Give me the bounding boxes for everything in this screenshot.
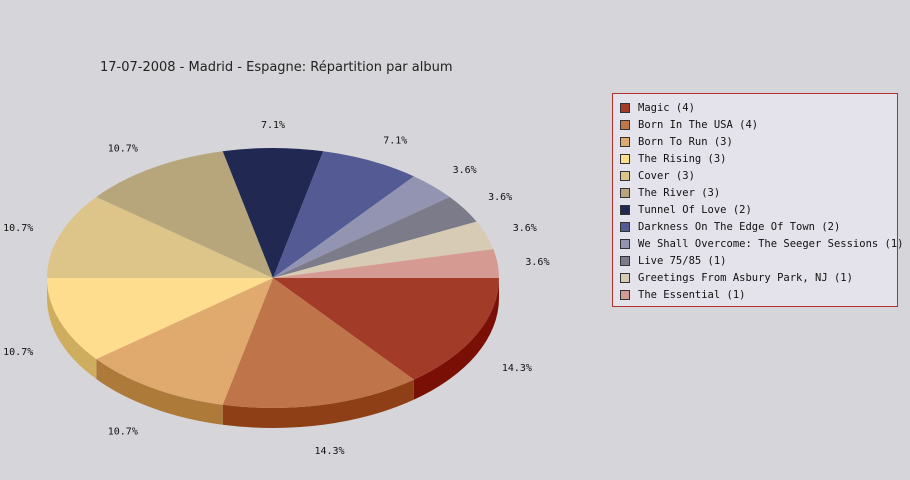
pie-sides <box>47 278 499 428</box>
pie-slice-side <box>96 359 223 425</box>
pie-slices <box>47 148 499 408</box>
slice-percent-label: 14.3% <box>502 363 532 374</box>
pie-slice <box>273 176 450 278</box>
pie-slice <box>273 151 414 278</box>
legend-label: Live 75/85 (1) <box>638 254 727 267</box>
slice-percent-label: 3.6% <box>488 192 512 203</box>
legend-item: Cover (3) <box>620 167 897 184</box>
pie-slice <box>222 148 324 278</box>
legend-label: We Shall Overcome: The Seeger Sessions (… <box>638 237 904 250</box>
legend-swatch <box>620 153 630 164</box>
slice-percent-label: 10.7% <box>108 144 138 155</box>
legend-swatch <box>620 136 630 147</box>
legend-label: Cover (3) <box>638 169 695 182</box>
pie-slice <box>273 196 477 278</box>
legend-swatch <box>620 187 630 198</box>
slice-percent-label: 10.7% <box>3 223 33 234</box>
pie-slice <box>47 278 273 360</box>
legend-label: The River (3) <box>638 186 721 199</box>
legend-item: Magic (4) <box>620 99 897 116</box>
slice-percent-label: 10.7% <box>3 347 33 358</box>
slice-percent-label: 3.6% <box>513 223 537 234</box>
chart-title: 17-07-2008 - Madrid - Espagne: Répartiti… <box>100 60 453 75</box>
legend-item: Live 75/85 (1) <box>620 252 897 269</box>
legend-swatch <box>620 170 630 181</box>
pie-slice-side <box>413 278 499 400</box>
legend-item: We Shall Overcome: The Seeger Sessions (… <box>620 235 904 252</box>
slice-percent-label: 7.1% <box>261 120 285 131</box>
pie-slice <box>273 278 499 380</box>
legend: Magic (4) Born In The USA (4) Born To Run … <box>612 93 904 307</box>
legend-item: The Rising (3) <box>620 150 897 167</box>
legend-item: Born In The USA (4) <box>620 116 897 133</box>
pie-slice <box>273 221 494 278</box>
pie-slice-side <box>47 278 97 380</box>
legend-swatch <box>620 221 630 232</box>
legend-label: Greetings From Asbury Park, NJ (1) <box>638 271 853 284</box>
slice-percent-label: 10.7% <box>108 426 138 437</box>
legend-swatch <box>620 272 630 283</box>
slice-percent-label: 7.1% <box>383 135 407 146</box>
legend-item: Born To Run (3) <box>620 133 897 150</box>
legend-swatch <box>620 289 630 300</box>
legend-item: The Essential (1) <box>620 286 897 303</box>
pie-slice <box>47 196 273 278</box>
legend-swatch <box>620 102 630 113</box>
legend-label: Magic (4) <box>638 101 695 114</box>
legend-label: Born In The USA (4) <box>638 118 759 131</box>
legend-item: Tunnel Of Love (2) <box>620 201 897 218</box>
legend-swatch <box>620 238 630 249</box>
legend-label: Darkness On The Edge Of Town (2) <box>638 220 841 233</box>
pie-slice <box>96 151 273 278</box>
pie-slice <box>273 249 499 278</box>
pie-slice <box>222 278 414 408</box>
pie-slice <box>96 278 273 405</box>
legend-swatch <box>620 119 630 130</box>
legend-label: Born To Run (3) <box>638 135 733 148</box>
legend-item: The River (3) <box>620 184 897 201</box>
legend-label: The Essential (1) <box>638 288 746 301</box>
legend-label: Tunnel Of Love (2) <box>638 203 752 216</box>
pie-labels: 14.3% 14.3% 10.7% 10.7% 10.7% 10.7% 7.1% 7.1% 3.… <box>3 120 549 457</box>
pie-slice-side <box>222 379 414 428</box>
legend-swatch <box>620 255 630 266</box>
slice-percent-label: 3.6% <box>453 165 477 176</box>
legend-swatch <box>620 204 630 215</box>
legend-item: Greetings From Asbury Park, NJ (1) <box>620 269 897 286</box>
slice-percent-label: 3.6% <box>525 257 549 268</box>
legend-item: Darkness On The Edge Of Town (2) <box>620 218 897 235</box>
slice-percent-label: 14.3% <box>314 446 344 457</box>
legend-label: The Rising (3) <box>638 152 727 165</box>
